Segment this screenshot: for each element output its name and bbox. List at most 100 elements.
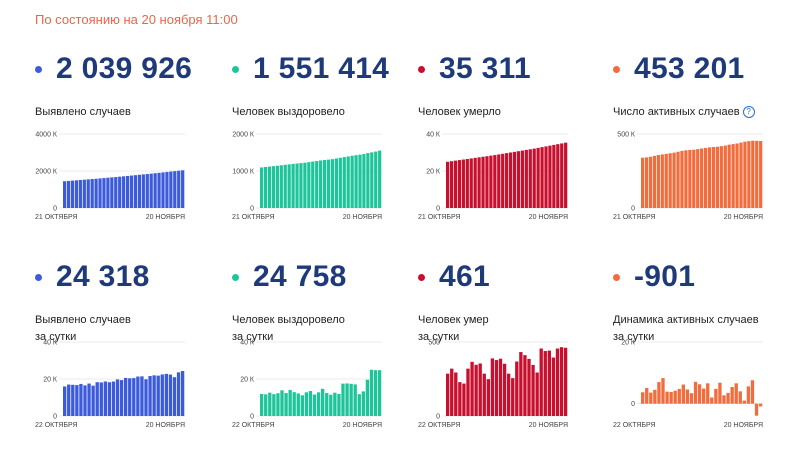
- bar-chart: 0 500 22 ОКТЯБРЯ 20 НОЯБРЯ: [418, 340, 568, 429]
- bar: [697, 384, 702, 404]
- bar: [474, 364, 478, 416]
- bar: [173, 171, 177, 208]
- bar: [673, 390, 677, 404]
- bar: [714, 388, 718, 404]
- bar: [515, 361, 519, 416]
- bar: [498, 358, 503, 416]
- bar: [668, 153, 672, 208]
- bar: [63, 386, 67, 416]
- bar: [362, 153, 366, 208]
- bar: [743, 141, 747, 208]
- bar: [141, 174, 145, 208]
- bar: [111, 381, 116, 416]
- bar: [181, 170, 185, 208]
- bar: [358, 154, 362, 208]
- x-start-label: 21 ОКТЯБРЯ: [418, 214, 461, 221]
- bar: [473, 157, 477, 208]
- bar: [641, 392, 645, 404]
- bar: [469, 158, 473, 208]
- bar: [676, 151, 680, 208]
- bar: [536, 147, 540, 209]
- bar: [657, 382, 661, 404]
- bar: [711, 147, 716, 208]
- stat-label: Человек умерло: [418, 104, 501, 121]
- bar: [303, 162, 307, 208]
- bar: [453, 160, 458, 208]
- bar: [696, 149, 700, 208]
- bar: [520, 150, 524, 208]
- bar: [528, 149, 532, 208]
- bar: [519, 352, 523, 416]
- bar: [563, 347, 568, 416]
- bar: [153, 173, 157, 208]
- bar: [82, 179, 86, 208]
- bar: [322, 160, 327, 208]
- bar: [477, 157, 481, 208]
- x-end-label: 20 НОЯБРЯ: [529, 422, 568, 429]
- stat-value-row: 24 758: [232, 260, 347, 294]
- bar: [707, 147, 712, 208]
- help-icon[interactable]: ?: [742, 106, 755, 118]
- bar: [489, 155, 493, 208]
- bar: [160, 374, 164, 416]
- legend-dot-icon: [418, 65, 425, 73]
- bar: [316, 392, 321, 416]
- y-tick-label: 40 К: [43, 340, 58, 347]
- stat-label-line: Выявлено случаев: [35, 106, 131, 118]
- bar: [493, 155, 497, 208]
- bar: [660, 154, 664, 208]
- bar: [164, 373, 168, 416]
- bar: [560, 143, 564, 208]
- bar: [283, 164, 287, 208]
- bar: [280, 390, 284, 416]
- bar: [485, 156, 489, 208]
- bar: [361, 391, 365, 416]
- bar: [140, 376, 144, 416]
- bar: [176, 372, 181, 416]
- y-tick-label: 0: [631, 401, 635, 408]
- bar: [107, 382, 112, 416]
- stat-label: Динамика активных случаев за сутки: [613, 312, 759, 346]
- bar: [706, 383, 710, 404]
- bar: [300, 395, 304, 416]
- bar: [551, 357, 556, 416]
- bar: [750, 380, 755, 404]
- bar: [377, 370, 382, 416]
- bar: [688, 149, 692, 208]
- bar: [90, 179, 94, 208]
- bar: [731, 144, 735, 208]
- bar: [511, 378, 515, 416]
- stat-value-row: 24 318: [35, 260, 150, 294]
- bar: [726, 392, 730, 404]
- bar: [137, 174, 141, 208]
- bar: [481, 156, 485, 208]
- stat-value: 453 201: [634, 52, 745, 85]
- bar: [547, 350, 551, 416]
- bar: [653, 389, 657, 404]
- bar: [115, 379, 120, 416]
- x-end-label: 20 НОЯБРЯ: [343, 422, 382, 429]
- stat-card: 461 Человек умер за сутки 0 500 22 ОКТЯБРЯ 20 …: [418, 208, 608, 438]
- bar: [373, 370, 378, 416]
- stat-label: Число активных случаев?: [613, 104, 755, 121]
- bar: [95, 382, 99, 416]
- bar: [559, 347, 564, 416]
- bar: [341, 383, 345, 417]
- y-tick-label: 0: [53, 206, 57, 213]
- bar: [287, 164, 291, 208]
- x-end-label: 20 НОЯБРЯ: [529, 214, 568, 221]
- bar: [152, 375, 156, 416]
- stat-label-line: за сутки: [613, 331, 655, 343]
- bar: [325, 393, 329, 416]
- bar: [156, 375, 160, 416]
- bar: [284, 393, 288, 416]
- stat-card: 24 318 Выявлено случаев за сутки 0 20 К 40 К 2…: [35, 208, 225, 438]
- bar: [465, 158, 469, 208]
- bar: [125, 175, 130, 208]
- bar: [564, 142, 568, 208]
- stat-card: 35 311 Человек умерло 0 20 К 40 К 21 ОКТЯБРЯ 2…: [418, 0, 608, 230]
- bar: [333, 392, 337, 416]
- bar: [329, 394, 333, 416]
- bar: [98, 178, 102, 208]
- bar: [524, 149, 528, 208]
